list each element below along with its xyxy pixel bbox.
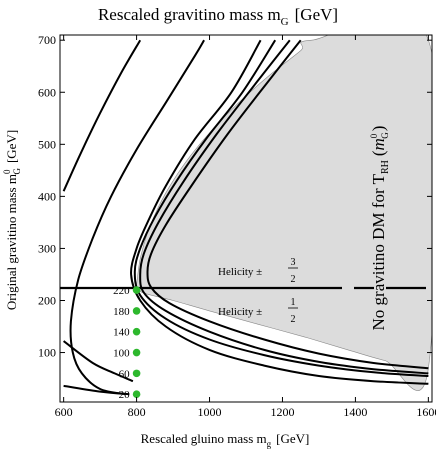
frac-den-3: 2: [291, 274, 296, 285]
x-tick-label-1000: 1000: [198, 405, 222, 419]
y-axis-label: Original gravitino mass m0G[GeV]: [2, 130, 22, 310]
series-line-5: [139, 39, 429, 375]
region-label: No gravitino DM for TRH(m0G): [369, 126, 391, 331]
marker-140: [132, 327, 141, 336]
marker-180: [132, 307, 141, 315]
marker-100: [132, 348, 141, 357]
chart-title: Rescaled gravitino mass mG [GeV]: [98, 5, 338, 28]
svg-text:No gravitino DM for TRH(m0G): No gravitino DM for TRH(m0G): [369, 126, 391, 331]
y-tick-label-200: 200: [38, 293, 56, 307]
marker-label-60: 60: [119, 368, 131, 380]
svg-text:Rescaled gravitino mass mG[GeV: Rescaled gravitino mass mG [GeV]: [98, 5, 338, 28]
y-tick-label-700: 700: [38, 33, 56, 47]
series-line-4: [133, 39, 429, 377]
marker-20: [132, 390, 141, 398]
frac-den-1: 2: [291, 314, 296, 325]
title-text: Rescaled gravitino mass m: [98, 5, 281, 24]
title-sub: G: [281, 16, 289, 28]
plot-frame: [59, 34, 433, 403]
marker-label-100: 100: [113, 348, 130, 360]
x-tick-label-800: 800: [128, 405, 146, 419]
series-line-1: [62, 39, 142, 192]
marker-60: [132, 369, 141, 378]
x-tick-label-1200: 1200: [270, 405, 294, 419]
y-tick-label-500: 500: [38, 137, 56, 151]
frac-num-1: 1: [291, 297, 296, 308]
marker-label-180: 180: [113, 306, 130, 318]
svg-text:Helicity ±: Helicity ±: [218, 306, 262, 318]
marker-label-220: 220: [113, 285, 130, 297]
excluded-region: [136, 35, 432, 391]
svg-text:Original gravitino mass m0G[Ge: Original gravitino mass m0G[GeV]: [2, 130, 22, 310]
y-tick-label-300: 300: [38, 241, 56, 255]
marker-label-20: 20: [119, 389, 131, 401]
frac-num-3: 3: [291, 257, 296, 268]
y-tick-label-600: 600: [38, 85, 56, 99]
x-axis-label: Rescaled gluino mass mg [GeV]: [141, 431, 310, 449]
x-tick-label-600: 600: [55, 405, 73, 419]
marker-label-140: 140: [113, 327, 130, 339]
series-line-8: [63, 384, 130, 396]
helicity-text: Helicity ±: [218, 266, 262, 278]
svg-text:Rescaled gluino mass mg[GeV]: Rescaled gluino mass mg [GeV]: [141, 431, 310, 449]
series-line-6: [146, 39, 429, 370]
marker-220: [132, 286, 141, 294]
svg-text:Helicity ±: Helicity ±: [218, 266, 262, 278]
x-tick-label-1600: 1600: [416, 405, 436, 419]
helicity-text-2: Helicity ±: [218, 306, 262, 318]
helicity-3-2-label: Helicity ± 3 2: [218, 257, 298, 285]
series-line-2: [69, 39, 205, 396]
series-line-7: [63, 340, 134, 383]
y-tick-label-400: 400: [38, 189, 56, 203]
x-tick-label-1400: 1400: [343, 405, 367, 419]
title-unit: [GeV]: [295, 5, 338, 24]
helicity-1-2-label: Helicity ± 1 2: [218, 297, 298, 325]
y-tick-label-100: 100: [38, 346, 56, 360]
